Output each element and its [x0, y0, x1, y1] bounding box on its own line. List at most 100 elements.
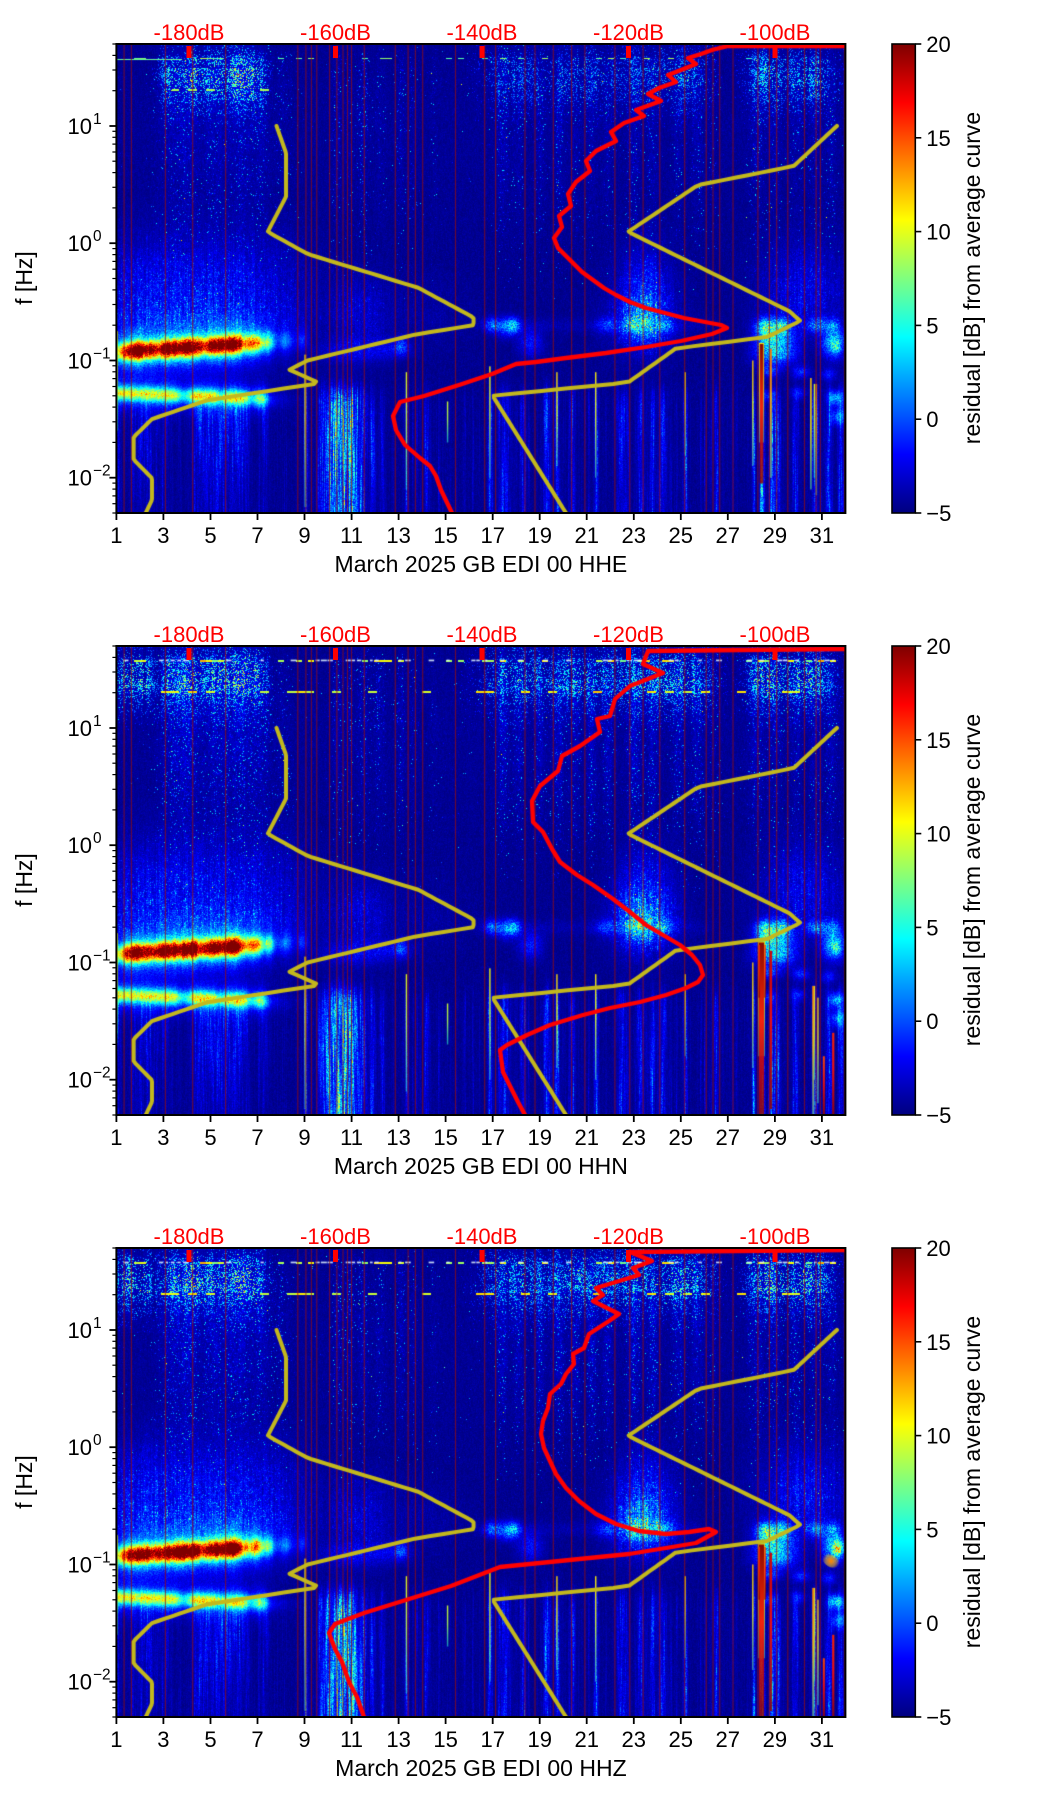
svg-text:March 2025 GB EDI 00 HHZ: March 2025 GB EDI 00 HHZ: [335, 1755, 626, 1781]
svg-text:10: 10: [68, 1670, 92, 1695]
svg-text:15: 15: [433, 523, 457, 548]
svg-text:residual [dB] from average cur: residual [dB] from average curve: [959, 112, 985, 444]
svg-text:−5: −5: [926, 501, 951, 526]
svg-text:25: 25: [669, 1125, 693, 1150]
svg-text:0: 0: [93, 228, 102, 245]
svg-text:10: 10: [926, 1424, 950, 1449]
svg-text:31: 31: [810, 1727, 834, 1752]
svg-text:7: 7: [251, 523, 263, 548]
svg-text:9: 9: [298, 1727, 310, 1752]
svg-text:10: 10: [68, 951, 92, 976]
svg-text:0: 0: [926, 407, 938, 432]
svg-text:23: 23: [622, 1727, 646, 1752]
svg-text:3: 3: [157, 523, 169, 548]
svg-text:-120dB: -120dB: [593, 622, 664, 647]
svg-text:f [Hz]: f [Hz]: [11, 853, 37, 907]
svg-text:10: 10: [68, 1068, 92, 1093]
svg-text:3: 3: [157, 1727, 169, 1752]
svg-text:1: 1: [93, 713, 102, 730]
svg-text:5: 5: [926, 313, 938, 338]
svg-text:March 2025 GB EDI 00 HHN: March 2025 GB EDI 00 HHN: [334, 1153, 628, 1179]
svg-text:9: 9: [298, 523, 310, 548]
svg-text:27: 27: [716, 1727, 740, 1752]
svg-text:−1: −1: [93, 1550, 111, 1567]
svg-text:5: 5: [204, 1125, 216, 1150]
svg-text:19: 19: [527, 1727, 551, 1752]
svg-text:27: 27: [716, 523, 740, 548]
svg-text:-100dB: -100dB: [740, 20, 811, 45]
svg-text:-100dB: -100dB: [740, 622, 811, 647]
svg-text:20: 20: [926, 1236, 950, 1261]
svg-text:−2: −2: [93, 1065, 111, 1082]
svg-text:13: 13: [386, 523, 410, 548]
svg-text:11: 11: [340, 1125, 363, 1150]
svg-text:20: 20: [926, 32, 950, 57]
svg-text:11: 11: [340, 523, 363, 548]
svg-text:0: 0: [926, 1009, 938, 1034]
svg-text:5: 5: [204, 523, 216, 548]
svg-text:31: 31: [810, 523, 834, 548]
svg-text:7: 7: [251, 1727, 263, 1752]
svg-text:13: 13: [386, 1727, 410, 1752]
svg-text:-100dB: -100dB: [740, 1224, 811, 1249]
svg-text:27: 27: [716, 1125, 740, 1150]
svg-text:10: 10: [926, 220, 950, 245]
svg-text:10: 10: [68, 1318, 92, 1343]
svg-text:15: 15: [926, 1330, 950, 1355]
svg-text:10: 10: [926, 822, 950, 847]
svg-text:0: 0: [93, 1432, 102, 1449]
svg-text:10: 10: [68, 716, 92, 741]
svg-text:residual [dB] from average cur: residual [dB] from average curve: [959, 1316, 985, 1648]
svg-text:15: 15: [926, 728, 950, 753]
svg-text:9: 9: [298, 1125, 310, 1150]
svg-text:-140dB: -140dB: [447, 622, 518, 647]
svg-text:-140dB: -140dB: [447, 20, 518, 45]
svg-text:1: 1: [110, 523, 122, 548]
svg-text:20: 20: [926, 634, 950, 659]
svg-text:15: 15: [926, 126, 950, 151]
svg-text:1: 1: [110, 1727, 122, 1752]
svg-text:1: 1: [93, 1315, 102, 1332]
svg-text:5: 5: [926, 915, 938, 940]
svg-text:3: 3: [157, 1125, 169, 1150]
svg-text:23: 23: [622, 523, 646, 548]
svg-text:f [Hz]: f [Hz]: [11, 1455, 37, 1509]
svg-text:−1: −1: [93, 948, 111, 965]
svg-text:1: 1: [93, 111, 102, 128]
svg-text:19: 19: [527, 523, 551, 548]
svg-text:-160dB: -160dB: [300, 1224, 371, 1249]
svg-text:-120dB: -120dB: [593, 20, 664, 45]
svg-text:7: 7: [251, 1125, 263, 1150]
svg-text:21: 21: [574, 523, 598, 548]
svg-text:-160dB: -160dB: [300, 20, 371, 45]
svg-text:-180dB: -180dB: [154, 1224, 225, 1249]
svg-text:10: 10: [68, 114, 92, 139]
svg-text:1: 1: [110, 1125, 122, 1150]
svg-text:31: 31: [810, 1125, 834, 1150]
svg-text:0: 0: [926, 1611, 938, 1636]
svg-text:−5: −5: [926, 1103, 951, 1128]
svg-text:15: 15: [433, 1125, 457, 1150]
svg-text:10: 10: [68, 231, 92, 256]
svg-text:29: 29: [763, 523, 787, 548]
svg-text:5: 5: [204, 1727, 216, 1752]
svg-text:-180dB: -180dB: [154, 622, 225, 647]
svg-text:-180dB: -180dB: [154, 20, 225, 45]
svg-text:10: 10: [68, 1435, 92, 1460]
svg-text:21: 21: [574, 1727, 598, 1752]
svg-text:19: 19: [527, 1125, 551, 1150]
svg-text:23: 23: [622, 1125, 646, 1150]
svg-text:−1: −1: [93, 346, 111, 363]
svg-text:-140dB: -140dB: [447, 1224, 518, 1249]
svg-text:21: 21: [574, 1125, 598, 1150]
svg-text:17: 17: [480, 523, 504, 548]
svg-text:f [Hz]: f [Hz]: [11, 251, 37, 305]
svg-text:29: 29: [763, 1727, 787, 1752]
svg-text:-160dB: -160dB: [300, 622, 371, 647]
svg-text:−2: −2: [93, 1667, 111, 1684]
svg-text:17: 17: [480, 1125, 504, 1150]
svg-text:March 2025 GB EDI 00 HHE: March 2025 GB EDI 00 HHE: [335, 551, 628, 577]
svg-text:29: 29: [763, 1125, 787, 1150]
svg-text:10: 10: [68, 466, 92, 491]
svg-text:11: 11: [340, 1727, 363, 1752]
